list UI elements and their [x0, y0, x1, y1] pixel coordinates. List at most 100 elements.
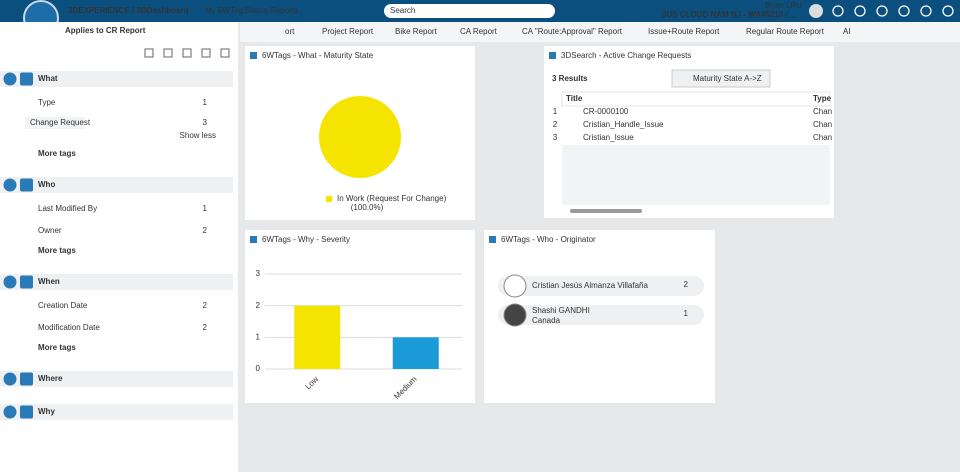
- y-tick-label: 2: [256, 301, 261, 310]
- pie-slice: [319, 96, 401, 178]
- person-subtitle: Canada: [532, 316, 561, 325]
- show-less[interactable]: Show less: [180, 131, 216, 140]
- row-type: Chan: [813, 107, 832, 116]
- person-row[interactable]: [498, 305, 704, 325]
- more-tags[interactable]: More tags: [38, 149, 76, 158]
- tag-count: 2: [203, 323, 208, 332]
- section-label[interactable]: When: [38, 277, 60, 286]
- panel-tool[interactable]: [163, 48, 173, 58]
- person-avatar: [503, 303, 527, 327]
- widget: [245, 230, 475, 403]
- user-name: Brian LRU: [765, 1, 802, 10]
- row-number: 1: [553, 107, 558, 116]
- search-placeholder: Search: [390, 6, 415, 15]
- widget-icon: [250, 236, 257, 243]
- row-title[interactable]: Cristian_Handle_Issue: [583, 120, 664, 129]
- tag-label[interactable]: Last Modified By: [38, 204, 97, 213]
- bar: [392, 337, 439, 369]
- sort-button[interactable]: [671, 69, 771, 88]
- widget-title: 3DSearch - Active Change Requests: [561, 51, 691, 60]
- results-count: 3 Results: [552, 74, 588, 83]
- tag-label[interactable]: Creation Date: [38, 301, 88, 310]
- sub-item-bg: [25, 117, 85, 129]
- widget-title: 6WTags - What - Maturity State: [262, 51, 374, 60]
- toolbar-icon[interactable]: [942, 5, 954, 17]
- section-header: [0, 177, 233, 193]
- table-header: [561, 91, 831, 107]
- panel-tool[interactable]: [144, 48, 154, 58]
- person-name: Cristian Jesús Almanza Villafaña: [532, 281, 648, 290]
- section-icon: [3, 178, 17, 192]
- section-header: [0, 71, 233, 87]
- toolbar-icon[interactable]: [854, 5, 866, 17]
- tag-count: 2: [203, 301, 208, 310]
- tab[interactable]: Regular Route Report: [746, 27, 825, 36]
- tab[interactable]: CA Report: [460, 27, 498, 36]
- toolbar-icon[interactable]: [898, 5, 910, 17]
- panel-title: Applies to CR Report: [65, 26, 146, 35]
- section-toggle[interactable]: [20, 178, 33, 192]
- section-label[interactable]: Who: [38, 180, 55, 189]
- person-row[interactable]: [498, 276, 704, 296]
- toolbar-icon[interactable]: [832, 5, 844, 17]
- section-toggle[interactable]: [20, 405, 33, 419]
- bar: [294, 305, 341, 369]
- row-title[interactable]: CR-0000100: [583, 107, 629, 116]
- section-toggle[interactable]: [20, 72, 33, 86]
- section-icon: [3, 405, 17, 419]
- scrollbar: [570, 209, 642, 213]
- row-title[interactable]: Cristian_Issue: [583, 133, 634, 142]
- tab[interactable]: ort: [285, 27, 295, 36]
- row-type: Chan: [813, 120, 832, 129]
- tenant[interactable]: 3DS CLOUD NAM NJ - WA45210 / ...: [662, 10, 797, 19]
- tab[interactable]: Bike Report: [395, 27, 438, 36]
- sub-item-label[interactable]: Change Request: [30, 118, 91, 127]
- panel-tool[interactable]: [201, 48, 211, 58]
- dashboard-name[interactable]: My 6WTag Status Reports: [205, 6, 298, 15]
- panel-tool[interactable]: [182, 48, 192, 58]
- section-header: [0, 274, 233, 290]
- widget-title: 6WTags - Who - Originator: [501, 235, 596, 244]
- sort-label: Maturity State A->Z: [693, 74, 762, 83]
- brand: 3DEXPERIENCE | 3DDashboard: [68, 6, 189, 15]
- tag-count: 2: [203, 226, 208, 235]
- widget-icon: [250, 52, 257, 59]
- section-toggle[interactable]: [20, 275, 33, 289]
- tab[interactable]: Project Report: [322, 27, 374, 36]
- avatar: [809, 4, 823, 18]
- section-label[interactable]: What: [38, 74, 58, 83]
- tag-label[interactable]: Modification Date: [38, 323, 100, 332]
- row-type: Chan: [813, 133, 832, 142]
- sub-item-count: 3: [203, 118, 208, 127]
- person-name: Shashi GANDHI: [532, 306, 590, 315]
- person-count: 2: [684, 280, 689, 289]
- section-toggle[interactable]: [20, 372, 33, 386]
- section-label[interactable]: Why: [38, 407, 55, 416]
- tag-count: 1: [203, 98, 208, 107]
- tab[interactable]: AI: [843, 27, 851, 36]
- tab[interactable]: Issue+Route Report: [648, 27, 720, 36]
- section-label[interactable]: Where: [38, 374, 63, 383]
- toolbar-icon[interactable]: [876, 5, 888, 17]
- more-tags[interactable]: More tags: [38, 343, 76, 352]
- section-icon: [3, 372, 17, 386]
- section-icon: [3, 72, 17, 86]
- section-header: [0, 404, 233, 420]
- toolbar-icon[interactable]: [920, 5, 932, 17]
- y-tick-label: 0: [256, 364, 261, 373]
- widget-icon: [549, 52, 556, 59]
- widget-icon: [489, 236, 496, 243]
- tag-label[interactable]: Type: [38, 98, 56, 107]
- tab[interactable]: CA "Route:Approval" Report: [522, 27, 623, 36]
- more-tags[interactable]: More tags: [38, 246, 76, 255]
- panel-tool[interactable]: [220, 48, 230, 58]
- y-tick-label: 1: [256, 332, 261, 341]
- tag-label[interactable]: Owner: [38, 226, 62, 235]
- y-tick-label: 3: [256, 269, 261, 278]
- row-number: 2: [553, 120, 558, 129]
- section-header: [0, 371, 233, 387]
- search-box[interactable]: [384, 4, 555, 18]
- person-avatar: [503, 274, 527, 298]
- legend-value: (100.0%): [351, 203, 384, 212]
